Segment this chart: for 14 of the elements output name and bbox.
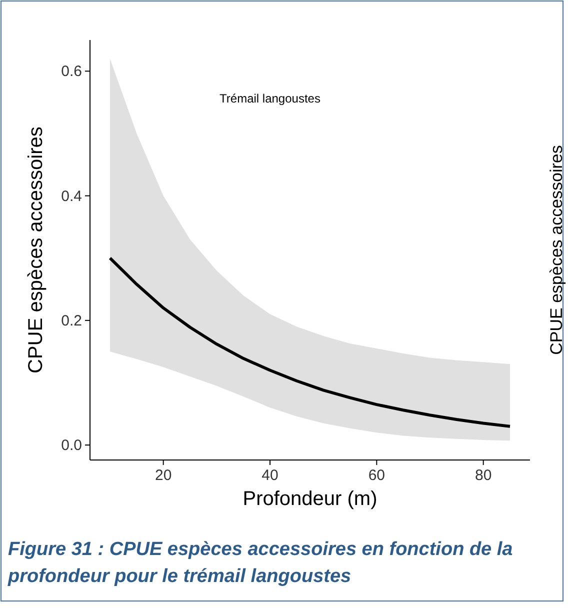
x-axis-title: Profondeur (m) [242,488,378,510]
y-tick-label: 0.2 [61,312,82,330]
x-tick-label: 40 [262,467,278,484]
text: CPUE espèces accessoires [547,145,566,355]
y-tick-label: 0.6 [61,63,82,80]
x-tick-label: 60 [368,467,386,484]
caption: Figure 31 : CPUE espèces accessoires en fonction de la profondeur pour le trémail langoustes [7,539,514,587]
line-series [108,256,512,428]
x-tick-label: 20 [154,467,172,484]
x-tick-label: 80 [474,467,492,484]
y-tick-label: 0.4 [61,188,82,205]
text: Trémail langoustes [220,91,320,106]
y-axis-title: CPUE espèces accessoires [25,126,47,374]
y-tick-label: 0.0 [61,437,82,454]
